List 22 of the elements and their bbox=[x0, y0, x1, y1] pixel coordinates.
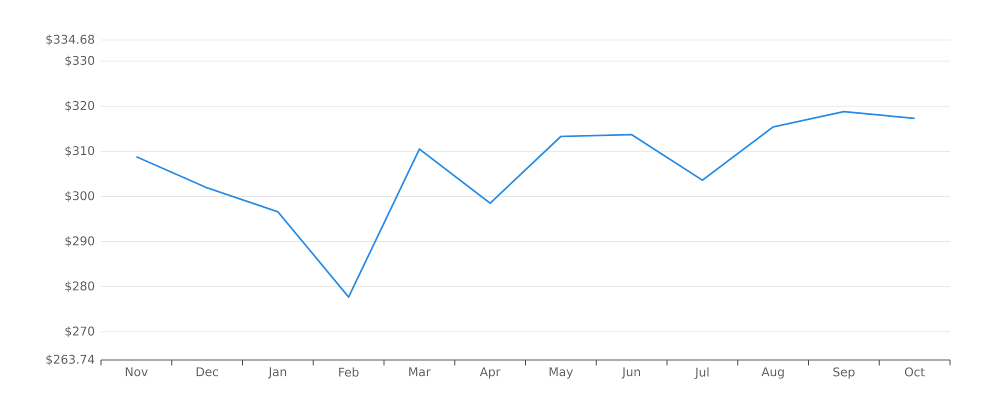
x-tick-label: Dec bbox=[196, 367, 218, 376]
line-series bbox=[136, 110, 916, 298]
x-tick-label: Jul bbox=[694, 367, 709, 379]
x-tick-label: Feb bbox=[339, 367, 359, 377]
x-tick-label: Apr bbox=[480, 367, 501, 379]
x-tick-label: Mar bbox=[409, 367, 431, 376]
x-tick-label: Jun bbox=[622, 367, 640, 379]
y-tick-label: $330 bbox=[65, 56, 94, 67]
y-tick-label: $310 bbox=[65, 146, 94, 157]
x-tick-label: Jan bbox=[268, 367, 286, 379]
y-tick-label: $263.74 bbox=[46, 354, 94, 366]
x-tick-label: Oct bbox=[904, 367, 925, 376]
x-tick-label: May bbox=[550, 367, 573, 379]
y-tick-label: $300 bbox=[65, 190, 94, 202]
y-tick-label: $334.68 bbox=[46, 34, 94, 46]
y-tick-label: $320 bbox=[65, 100, 94, 112]
y-tick-label: $280 bbox=[65, 281, 94, 292]
y-tick-label: $290 bbox=[65, 236, 94, 247]
x-tick-label: Sep bbox=[833, 367, 855, 379]
y-tick-label: $270 bbox=[65, 326, 94, 338]
x-tick-label: Aug bbox=[762, 367, 784, 379]
x-tick-label: Nov bbox=[126, 367, 148, 376]
